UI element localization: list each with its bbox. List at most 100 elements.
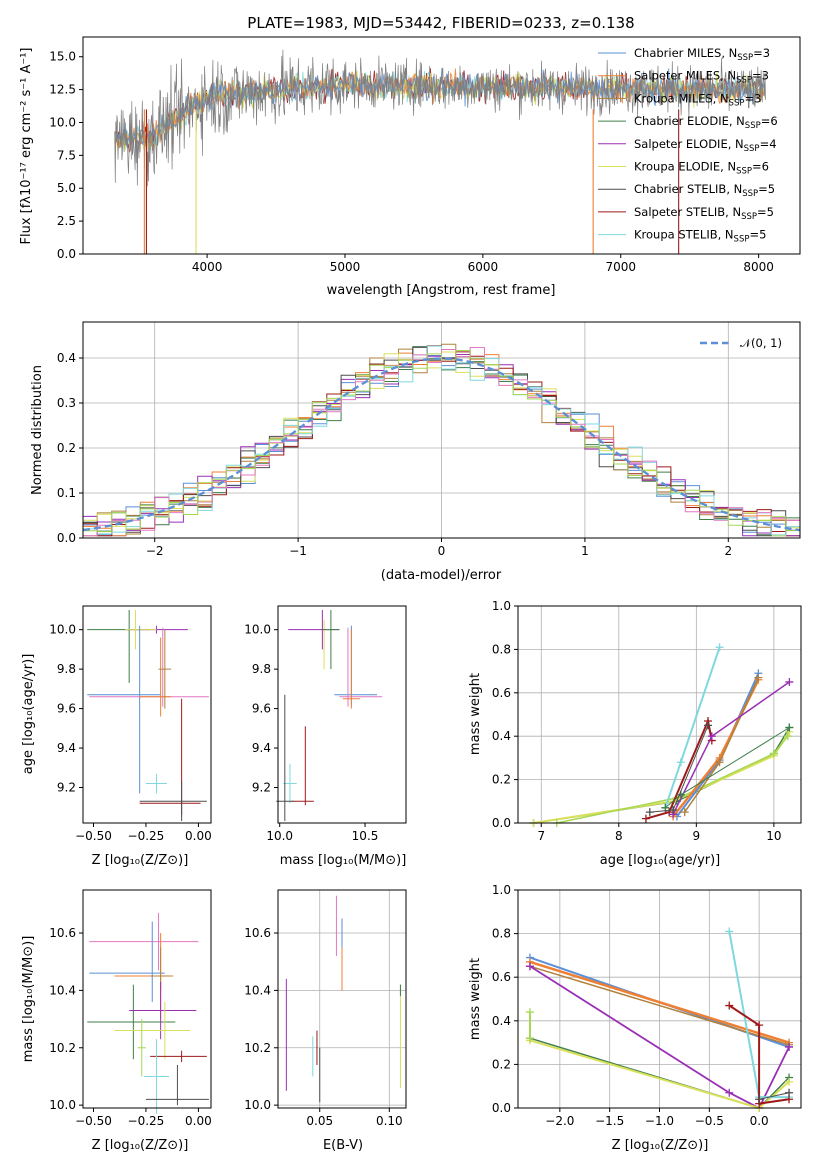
age-vs-mass-frame	[277, 605, 407, 824]
y-tick-label: 0.2	[57, 441, 76, 455]
y-tick-label: 1.0	[492, 883, 511, 897]
plus-marker	[707, 732, 716, 741]
y-tick-label: 0.4	[492, 729, 511, 743]
x-tick-label: −1	[289, 544, 307, 558]
plus-marker	[754, 673, 763, 682]
x-tick-label: 5000	[330, 260, 361, 274]
y-tick-label: 1.0	[492, 599, 511, 613]
plus-marker	[785, 677, 794, 686]
y-tick-label: 0.0	[57, 531, 76, 545]
x-tick-label: 4000	[192, 260, 223, 274]
plus-marker	[703, 721, 712, 730]
x-tick-label: 0.00	[185, 829, 212, 843]
legend-entry: Kroupa STELIB, NSSP=5	[634, 228, 766, 245]
massweight-age-series	[533, 731, 791, 824]
spectrum-frame	[82, 36, 801, 255]
legend-entry: Salpeter ELODIE, NSSP=4	[634, 137, 777, 154]
y-tick-label: 0.2	[492, 1057, 511, 1071]
age-vs-z-frame	[82, 605, 212, 824]
residuals-xlabel: (data-model)/error	[381, 568, 502, 583]
y-tick-label: 10.0	[49, 1098, 76, 1112]
massweight-vs-age-ylabel: mass weight	[468, 673, 483, 755]
y-tick-label: 0.8	[492, 642, 511, 656]
spectrum-ylabel: Flux [fλ10⁻¹⁷ erg cm⁻² s⁻¹ A⁻¹]	[19, 48, 34, 245]
mass-vs-ebv-panel: E(B-V) 0.05 0.10 10.0 10.2 10.4 10.6	[244, 889, 407, 1153]
x-tick-label: 6000	[468, 260, 499, 274]
plus-marker	[525, 962, 534, 971]
y-tick-label: 0.8	[492, 927, 511, 941]
mass-vs-ebv-frame	[277, 889, 407, 1109]
y-tick-label: 7.5	[57, 148, 76, 162]
y-tick-label: 0.2	[492, 773, 511, 787]
x-tick-label: −2	[146, 544, 164, 558]
plus-marker	[715, 758, 724, 767]
residuals-legend: 𝒩(0, 1)	[700, 336, 782, 350]
massweight-z-series	[529, 965, 790, 1046]
massweight-vs-z-ylabel: mass weight	[468, 958, 483, 1040]
plus-marker	[785, 723, 794, 732]
plus-marker	[769, 749, 778, 758]
massweight-vs-z-panel: Z [log₁₀(Z/Z⊙)] mass weight −2.0 −1.5 −1.0…	[468, 883, 802, 1153]
x-tick-label: −0.25	[128, 1114, 165, 1128]
massweight-vs-age-xlabel: age [log₁₀(age/yr)]	[600, 853, 721, 868]
x-tick-label: 0.0	[750, 1114, 769, 1128]
x-tick-label: −0.50	[75, 1114, 112, 1128]
massweight-z-series	[758, 1092, 790, 1100]
y-tick-label: 0.4	[492, 1014, 511, 1028]
age-vs-z-ylabel: age [log₁₀(age/yr)]	[21, 654, 36, 775]
spectrum-panel: wavelength [Angstrom, rest frame] Flux […	[19, 36, 801, 298]
mass-vs-z-frame	[82, 889, 212, 1109]
residuals-panel: (data-model)/error Normed distribution 𝒩…	[30, 321, 801, 583]
y-tick-label: 10.0	[244, 623, 271, 637]
y-tick-label: 0.4	[57, 351, 76, 365]
plus-marker	[755, 1095, 764, 1104]
plus-marker	[785, 1042, 794, 1051]
y-tick-label: 10.2	[49, 1041, 76, 1055]
plus-marker	[725, 1001, 734, 1010]
legend-entry: Kroupa ELODIE, NSSP=6	[634, 160, 769, 177]
y-tick-label: 9.8	[57, 662, 76, 676]
x-tick-label: 1	[581, 544, 589, 558]
y-tick-label: 9.4	[252, 741, 271, 755]
y-tick-label: 0.0	[492, 816, 511, 830]
y-tick-label: 9.6	[57, 702, 76, 716]
massweight-z-series	[728, 1004, 790, 1105]
y-tick-label: 9.8	[252, 662, 271, 676]
x-tick-label: −0.50	[75, 829, 112, 843]
massweight-z-series	[529, 965, 790, 1110]
x-tick-label: 9	[693, 829, 701, 843]
y-tick-label: 5.0	[57, 181, 76, 195]
mass-vs-z-xlabel: Z [log₁₀(Z/Z⊙)]	[92, 1138, 189, 1153]
plus-marker	[785, 1088, 794, 1097]
x-tick-label: 7000	[605, 260, 636, 274]
y-tick-label: 10.4	[49, 983, 76, 997]
y-tick-label: 9.2	[252, 780, 271, 794]
plus-marker	[725, 1088, 734, 1097]
x-tick-label: 10.0	[266, 829, 293, 843]
y-tick-label: 9.6	[252, 702, 271, 716]
spectrum-legend: Chabrier MILES, NSSP=3 Salpeter MILES, NS…	[598, 46, 778, 245]
plus-marker	[783, 732, 792, 741]
x-tick-label: 2	[724, 544, 732, 558]
age-vs-z-panel: Z [log₁₀(Z/Z⊙)] age [log₁₀(age/yr)] −0.5…	[21, 605, 212, 868]
x-tick-label: 0.10	[376, 1114, 403, 1128]
x-tick-label: 8000	[743, 260, 774, 274]
legend-entry: Chabrier STELIB, NSSP=5	[634, 182, 775, 199]
x-tick-label: 0	[438, 544, 446, 558]
y-tick-label: 2.5	[57, 214, 76, 228]
legend-entry: Salpeter STELIB, NSSP=5	[634, 205, 774, 222]
y-tick-label: 0.0	[57, 247, 76, 261]
massweight-age-series	[645, 717, 713, 820]
residuals-ylabel: Normed distribution	[30, 365, 45, 495]
x-tick-label: 8	[615, 829, 623, 843]
plus-marker	[715, 643, 724, 652]
y-tick-label: 10.2	[244, 1041, 271, 1055]
y-tick-label: 10.0	[244, 1098, 271, 1112]
y-tick-label: 12.5	[49, 83, 76, 97]
x-tick-label: 7	[537, 829, 545, 843]
y-tick-label: 10.0	[49, 623, 76, 637]
y-tick-label: 10.6	[244, 926, 271, 940]
legend-entry: Chabrier ELODIE, NSSP=6	[634, 114, 778, 131]
y-tick-label: 0.6	[492, 970, 511, 984]
